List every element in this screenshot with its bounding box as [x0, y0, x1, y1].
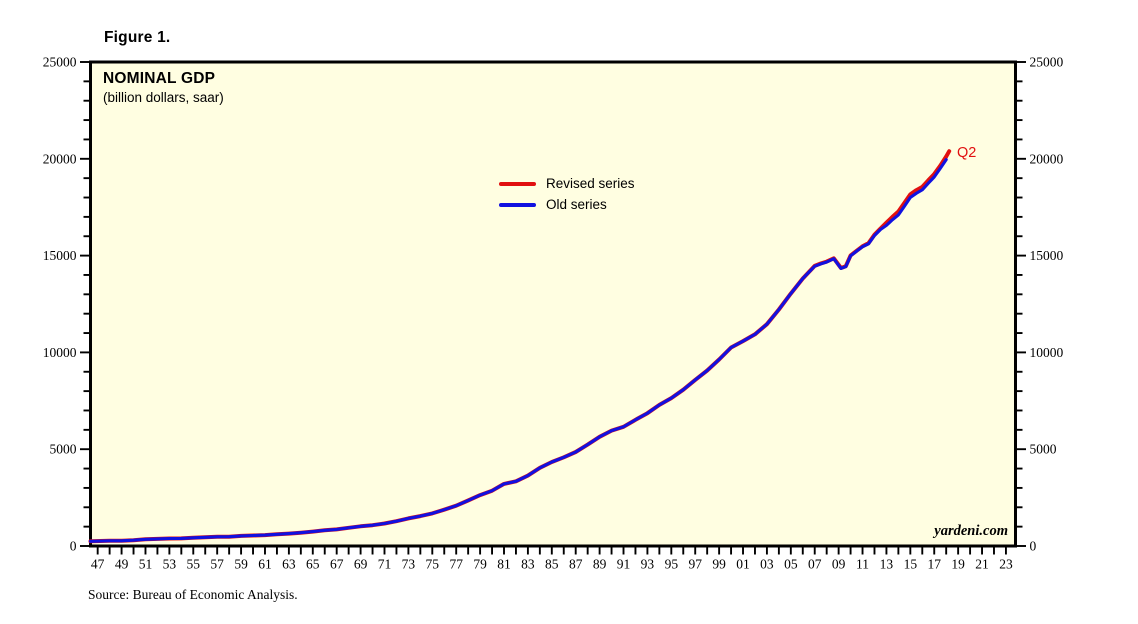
x-tick-label: 61: [258, 557, 272, 572]
x-tick-label: 55: [187, 557, 201, 572]
x-tick-label: 03: [760, 557, 774, 572]
old-series-line-swatch: [499, 202, 536, 207]
x-tick-label: 07: [808, 557, 822, 572]
x-tick-label: 89: [593, 557, 607, 572]
x-tick-label: 51: [139, 557, 153, 572]
x-axis-ticks: 47 49 51 53 55 57 59 61 63 65 67 69 71 73 75 77 79 81 83 85…: [91, 547, 1013, 572]
x-tick-label: 97: [688, 557, 702, 572]
x-tick-label: 87: [569, 557, 583, 572]
x-tick-label: 63: [282, 557, 296, 572]
x-tick-label: 19: [951, 557, 965, 572]
x-tick-label: 99: [712, 557, 726, 572]
x-tick-label: 17: [927, 557, 941, 572]
x-tick-label: 09: [832, 557, 846, 572]
x-tick-label: 57: [210, 557, 224, 572]
x-tick-label: 77: [449, 557, 463, 572]
y-tick-label-left: 5000: [50, 442, 77, 457]
x-tick-label: 01: [736, 557, 750, 572]
x-tick-label: 79: [473, 557, 487, 572]
x-tick-label: 05: [784, 557, 798, 572]
y-tick-label-right: 25000: [1030, 55, 1064, 70]
watermark-yardeni: yardeni.com: [934, 523, 1008, 539]
y-tick-label-left: 25000: [43, 55, 77, 70]
y-tick-label-left: 20000: [43, 151, 77, 166]
latest-point-annotation: Q2: [957, 145, 977, 161]
y-tick-label-right: 15000: [1030, 248, 1064, 263]
legend-item-revised-series: Revised series: [499, 173, 635, 194]
y-tick-label-right: 5000: [1030, 442, 1057, 457]
legend-label-old-series: Old series: [546, 196, 607, 212]
legend: Revised series Old series: [499, 173, 635, 215]
x-tick-label: 65: [306, 557, 320, 572]
old-series-line: [88, 158, 948, 543]
x-tick-label: 67: [330, 557, 344, 572]
y-tick-label-right: 0: [1030, 539, 1037, 554]
x-tick-label: 95: [665, 557, 679, 572]
x-tick-label: 49: [115, 557, 129, 572]
x-tick-label: 75: [426, 557, 440, 572]
x-tick-label: 91: [617, 557, 631, 572]
chart-subtitle: (billion dollars, saar): [103, 90, 224, 105]
y-axis-ticks: 0 0 5000 5000 10000 10000 15000 15000 20000 20000…: [43, 55, 1064, 554]
x-tick-label: 81: [497, 557, 511, 572]
x-tick-label: 93: [641, 557, 655, 572]
y-tick-label-left: 0: [70, 539, 77, 554]
figure-title: Figure 1.: [104, 29, 171, 46]
y-tick-label-right: 10000: [1030, 345, 1064, 360]
x-tick-label: 85: [545, 557, 559, 572]
y-tick-label-left: 10000: [43, 345, 77, 360]
x-tick-label: 73: [402, 557, 416, 572]
x-tick-label: 21: [975, 557, 989, 572]
x-tick-label: 69: [354, 557, 368, 572]
chart-title: NOMINAL GDP: [103, 70, 216, 87]
legend-label-revised-series: Revised series: [546, 175, 635, 191]
legend-item-old-series: Old series: [499, 194, 635, 215]
y-tick-label-left: 15000: [43, 248, 77, 263]
revised-series-line-swatch: [499, 181, 536, 186]
source-note: Source: Bureau of Economic Analysis.: [88, 587, 298, 602]
x-tick-label: 23: [999, 557, 1013, 572]
x-tick-label: 71: [378, 557, 392, 572]
x-tick-label: 53: [163, 557, 177, 572]
y-tick-label-right: 20000: [1030, 151, 1064, 166]
plot-area: [89, 60, 1017, 548]
x-tick-label: 13: [880, 557, 894, 572]
x-tick-label: 83: [521, 557, 535, 572]
x-tick-label: 15: [904, 557, 918, 572]
x-tick-label: 11: [856, 557, 869, 572]
x-tick-label: 47: [91, 557, 105, 572]
x-tick-label: 59: [234, 557, 248, 572]
